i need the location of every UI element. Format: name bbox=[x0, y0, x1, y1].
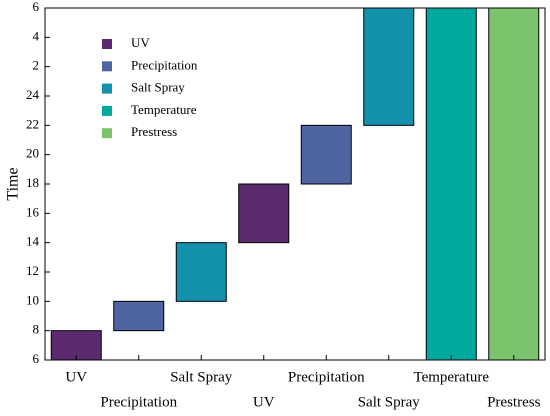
y-axis-label: Time bbox=[5, 167, 22, 200]
bar bbox=[175, 242, 227, 302]
bar bbox=[300, 124, 352, 185]
legend-label: Prestress bbox=[131, 124, 177, 139]
y-tick-label: 2 bbox=[33, 58, 40, 73]
y-tick-label: 14 bbox=[26, 234, 40, 249]
bar bbox=[488, 7, 540, 361]
x-tick-label: UV bbox=[65, 369, 87, 385]
legend-swatch bbox=[102, 128, 112, 139]
bar bbox=[425, 7, 477, 361]
bar bbox=[363, 7, 415, 126]
x-tick-label: UV bbox=[253, 394, 275, 410]
x-tick-label: Salt Spray bbox=[358, 394, 421, 410]
y-tick-label: 6 bbox=[33, 351, 40, 366]
bar bbox=[113, 300, 165, 332]
y-tick-label: 6 bbox=[33, 0, 40, 14]
y-tick-label: 10 bbox=[26, 292, 39, 307]
x-tick-label: Precipitation bbox=[288, 369, 365, 385]
legend-swatch bbox=[102, 105, 112, 116]
legend-swatch bbox=[102, 39, 112, 49]
y-tick-label: 18 bbox=[26, 175, 39, 190]
x-tick-label: Prestress bbox=[487, 394, 540, 410]
y-tick-label: 12 bbox=[26, 263, 39, 278]
x-tick-label: Temperature bbox=[413, 369, 489, 385]
y-tick-label: 22 bbox=[26, 116, 39, 131]
legend-label: Salt Spray bbox=[131, 80, 185, 95]
y-tick-label: 4 bbox=[33, 28, 40, 43]
bar bbox=[238, 183, 290, 244]
x-tick-label: Precipitation bbox=[100, 394, 177, 410]
y-tick-label: 16 bbox=[26, 204, 40, 219]
y-tick-label: 20 bbox=[26, 146, 39, 161]
legend-swatch bbox=[102, 83, 112, 94]
x-tick-label: Salt Spray bbox=[170, 369, 233, 385]
legend-label: Precipitation bbox=[131, 57, 198, 72]
y-tick-label: 8 bbox=[33, 322, 40, 337]
legend-label: UV bbox=[131, 35, 150, 50]
legend-label: Temperature bbox=[131, 102, 197, 117]
y-tick-label: 24 bbox=[26, 87, 40, 102]
legend-swatch bbox=[102, 61, 112, 72]
